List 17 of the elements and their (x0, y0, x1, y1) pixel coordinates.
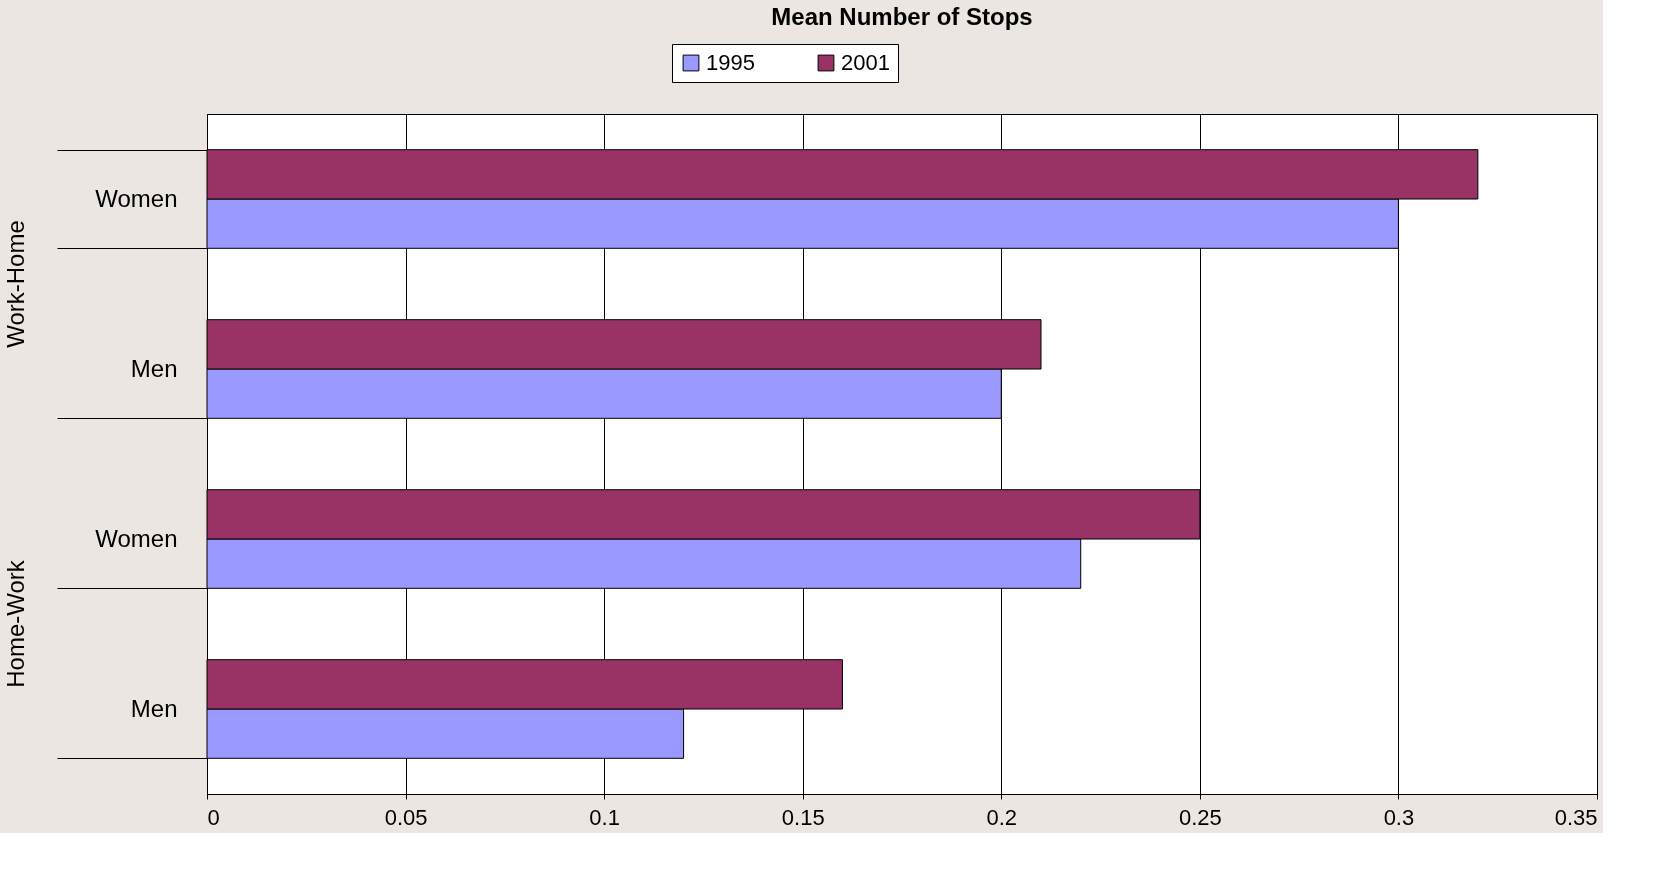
x-tick-label: 0.25 (1178, 804, 1222, 830)
x-tick-label: 0.15 (781, 804, 825, 830)
x-tick-label: 0 (207, 804, 220, 830)
x-tick-label: 0.3 (1383, 804, 1415, 830)
x-tick-label: 0.2 (986, 804, 1018, 830)
x-tick-label: 0.05 (384, 804, 428, 830)
chart-title: Mean Number of Stops (771, 2, 1033, 30)
legend-label: 1995 (706, 50, 755, 75)
x-tick-label: 0.1 (589, 804, 620, 830)
y-tick-label: Women (95, 524, 178, 552)
text: Work-Home (2, 220, 29, 348)
x-tick-label: 0.35 (1554, 804, 1598, 830)
y-tick-label: Men (130, 694, 178, 722)
legend-label: 2001 (841, 50, 890, 75)
text: Home-Work (2, 559, 29, 688)
y-tick-label: Women (95, 184, 178, 212)
y-tick-label: Men (130, 354, 178, 382)
